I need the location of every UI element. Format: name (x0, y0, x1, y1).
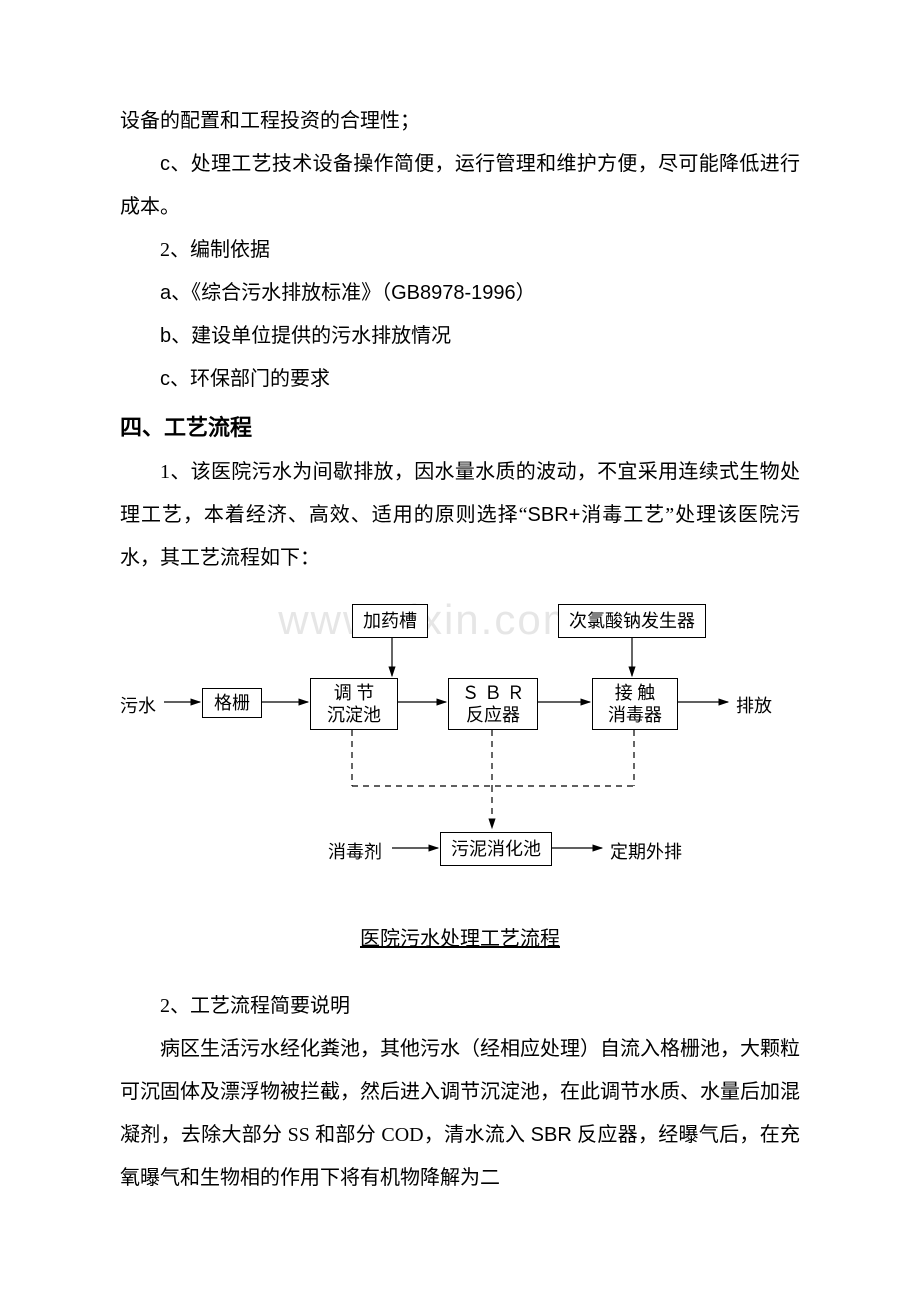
para-explain-title: 2、工艺流程简要说明 (120, 985, 800, 1028)
para-basis-c: c、环保部门的要求 (120, 358, 800, 401)
label-wastewater: 污水 (120, 692, 156, 718)
para-explain-body: 病区生活污水经化粪池，其他污水（经相应处理）自流入格栅池，大颗粒可沉固体及漂浮物… (120, 1028, 800, 1200)
para-basis-b: b、建设单位提供的污水排放情况 (120, 315, 800, 358)
para-c-operation: c、处理工艺技术设备操作简便，运行管理和维护方便，尽可能降低进行成本。 (120, 143, 800, 229)
box-grid: 格栅 (202, 688, 262, 718)
box-regulating: 调 节 沉淀池 (310, 678, 398, 730)
label-periodic: 定期外排 (610, 838, 682, 864)
label-disinfectant: 消毒剂 (328, 838, 382, 864)
box-dosing: 加药槽 (352, 604, 428, 638)
heading-process: 四、工艺流程 (120, 405, 800, 451)
box-sbr: Ｓ Ｂ Ｒ 反应器 (448, 678, 538, 730)
para-basis-a: a、《综合污水排放标准》（GB8978-1996） (120, 272, 800, 315)
para-process-intro: 1、该医院污水为间歇排放，因水量水质的波动，不宜采用连续式生物处理工艺，本着经济… (120, 451, 800, 580)
box-generator: 次氯酸钠发生器 (558, 604, 706, 638)
diagram-caption: 医院污水处理工艺流程 (120, 922, 800, 951)
box-contact: 接 触 消毒器 (592, 678, 678, 730)
label-discharge: 排放 (736, 692, 772, 718)
para-basis-title: 2、编制依据 (120, 229, 800, 272)
box-sludge: 污泥消化池 (440, 832, 552, 866)
para-equipment: 设备的配置和工程投资的合理性； (120, 100, 800, 143)
flowchart: www.zixin.com.cn (120, 590, 800, 900)
